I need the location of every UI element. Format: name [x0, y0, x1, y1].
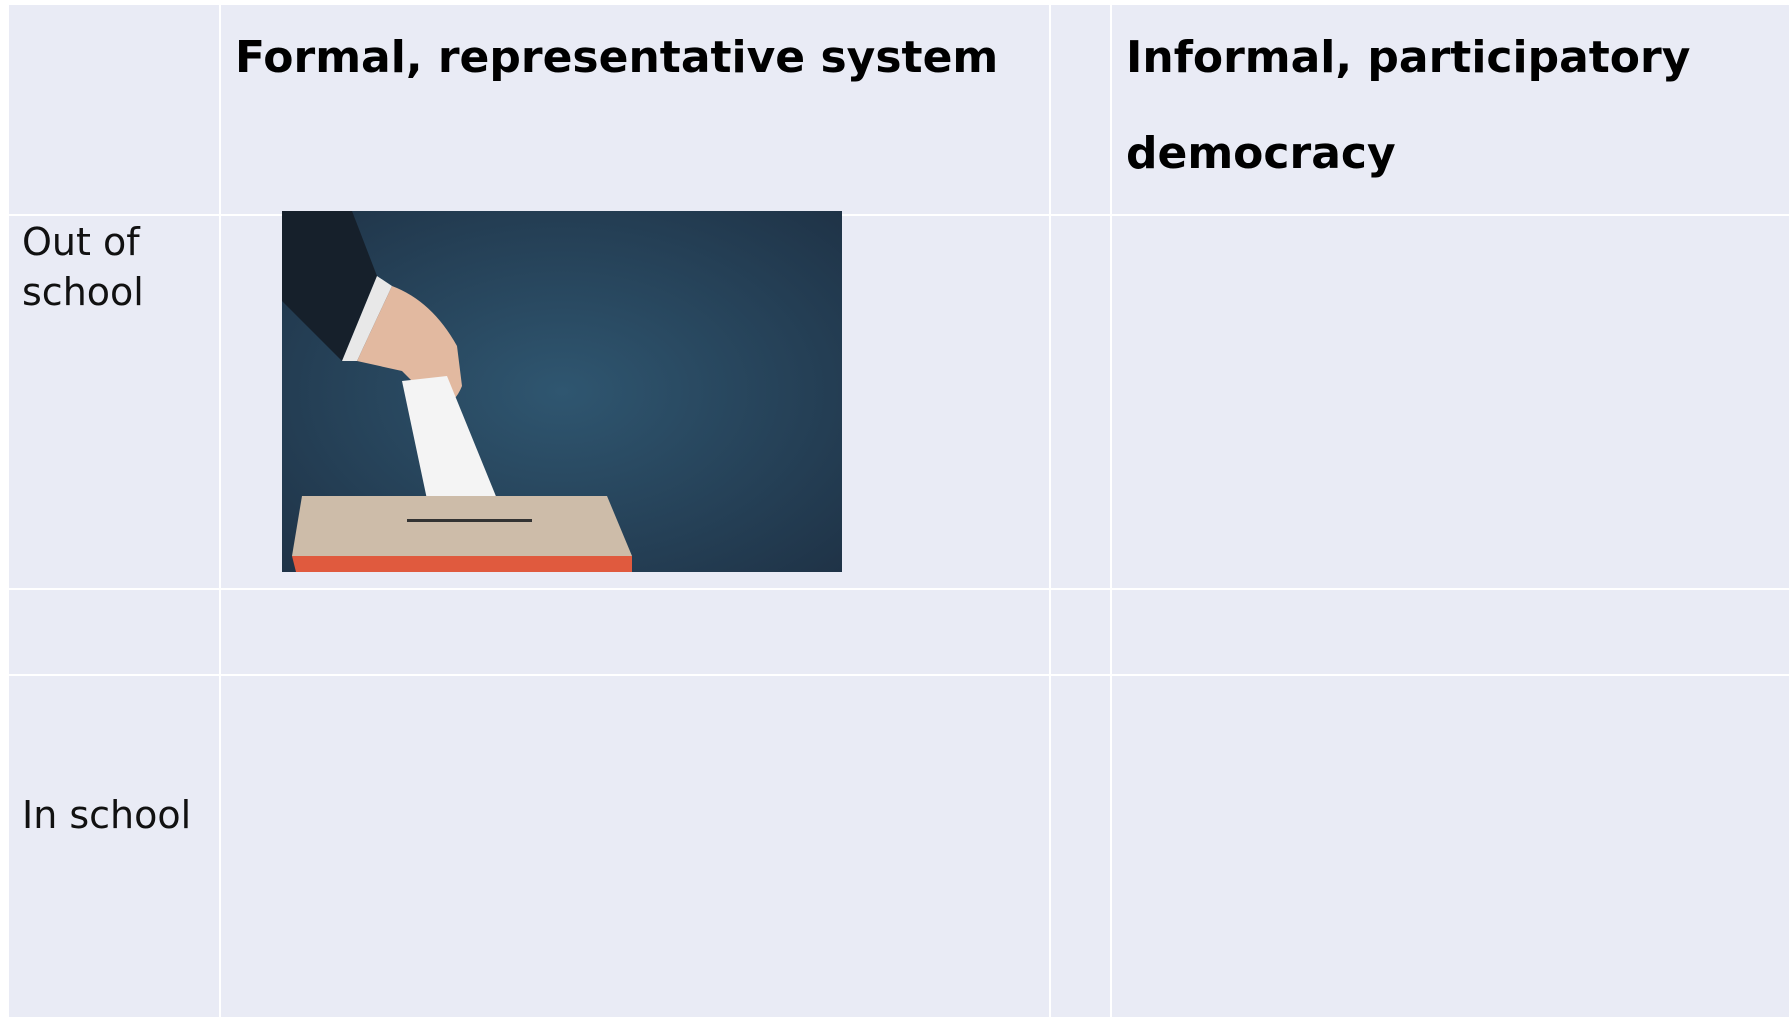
table-cell: [221, 676, 1049, 1017]
table-cell: [9, 590, 219, 674]
table-cell: [1112, 676, 1789, 1017]
column-header: Informal, participatory democracy: [1126, 32, 1691, 179]
row-label: Out of school: [22, 220, 144, 314]
table-cell: [1051, 216, 1110, 588]
table-cell: [1112, 5, 1789, 214]
table-cell: [1051, 5, 1110, 214]
table-cell: [9, 676, 219, 1017]
table-cell: [221, 5, 1049, 214]
table-cell: [1112, 590, 1789, 674]
row-label: In school: [22, 793, 192, 837]
ballot-photo: [282, 211, 842, 572]
table-cell: [1112, 216, 1789, 588]
table-cell: [1051, 590, 1110, 674]
table-cell: [221, 590, 1049, 674]
column-header: Formal, representative system: [235, 32, 999, 83]
table-cell: [1051, 676, 1110, 1017]
table-cell: [9, 216, 219, 588]
table-cell: [9, 5, 219, 214]
